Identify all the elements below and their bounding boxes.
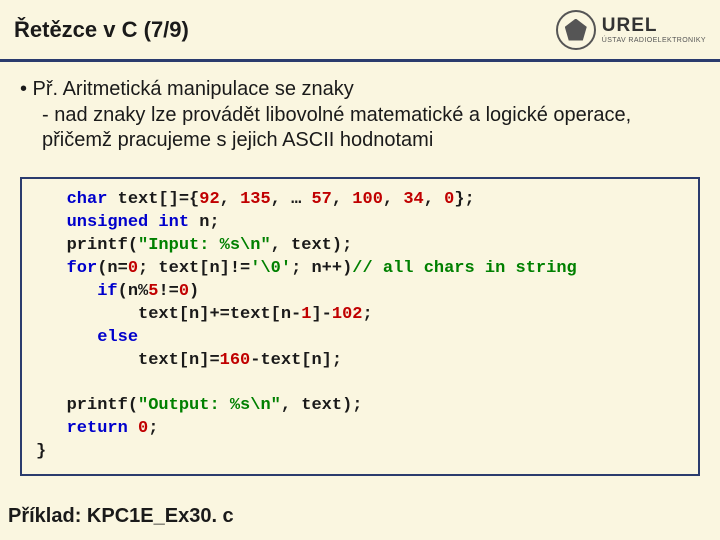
logo-icon [556,10,596,50]
code-text: printf( [67,236,138,255]
code-text: -text[n]; [250,351,342,370]
code-kw: if [97,282,117,301]
logo-subtitle: ÚSTAV RADIOELEKTRONIKY [602,37,706,44]
code-kw: return [67,419,128,438]
code-text: }; [454,190,474,209]
code-kw: for [67,259,98,278]
example-label: Příklad: KPC1E_Ex30. c [8,505,234,528]
content-area: • Př. Aritmetická manipulace se znaky - … [0,62,720,163]
code-text: ) [189,282,199,301]
code-num: 0 [128,259,138,278]
code-num: 92 [199,190,219,209]
code-block: char text[]={92, 135, … 57, 100, 34, 0};… [20,177,700,476]
code-text: , [383,190,403,209]
code-text: ; [362,305,372,324]
code-str: '\0' [250,259,291,278]
code-text: , text); [281,396,363,415]
code-str: "Output: %s\n" [138,396,281,415]
code-num: 135 [240,190,271,209]
logo-text: UREL ÚSTAV RADIOELEKTRONIKY [602,15,706,44]
logo-name: UREL [602,15,706,37]
code-kw: char [67,190,108,209]
code-num: 0 [444,190,454,209]
code-text: (n= [97,259,128,278]
code-text [128,419,138,438]
code-num: 5 [148,282,158,301]
code-text: text[n]= [138,351,220,370]
code-text: ; [148,419,158,438]
code-kw: else [97,328,138,347]
code-text: (n% [118,282,149,301]
code-text: , [424,190,444,209]
code-num: 102 [332,305,363,324]
code-text: , … [271,190,312,209]
bullet-main: • Př. Aritmetická manipulace se znaky [20,78,700,101]
code-text: , [220,190,240,209]
slide-header: Řetězce v C (7/9) UREL ÚSTAV RADIOELEKTR… [0,0,720,62]
code-num: 160 [220,351,251,370]
code-text: ; text[n]!= [138,259,250,278]
code-num: 0 [138,419,148,438]
code-num: 100 [352,190,383,209]
logo-pentagon-icon [565,19,587,41]
code-num: 57 [311,190,331,209]
code-num: 0 [179,282,189,301]
code-text: != [158,282,178,301]
code-text: text[n]+=text[n- [138,305,301,324]
code-text: } [36,442,46,461]
bullet-sub: - nad znaky lze provádět libovolné matem… [20,103,700,153]
code-text: ; n++) [291,259,352,278]
code-text: , [332,190,352,209]
code-str: "Input: %s\n" [138,236,271,255]
code-text: n; [189,213,220,232]
code-comment: // all chars in string [352,259,576,278]
code-num: 34 [403,190,423,209]
logo: UREL ÚSTAV RADIOELEKTRONIKY [556,10,706,50]
code-text: ]- [311,305,331,324]
code-text: text[]={ [107,190,199,209]
code-text: , text); [271,236,353,255]
code-num: 1 [301,305,311,324]
slide-title: Řetězce v C (7/9) [14,17,189,43]
code-kw: unsigned int [67,213,189,232]
code-text: printf( [67,396,138,415]
